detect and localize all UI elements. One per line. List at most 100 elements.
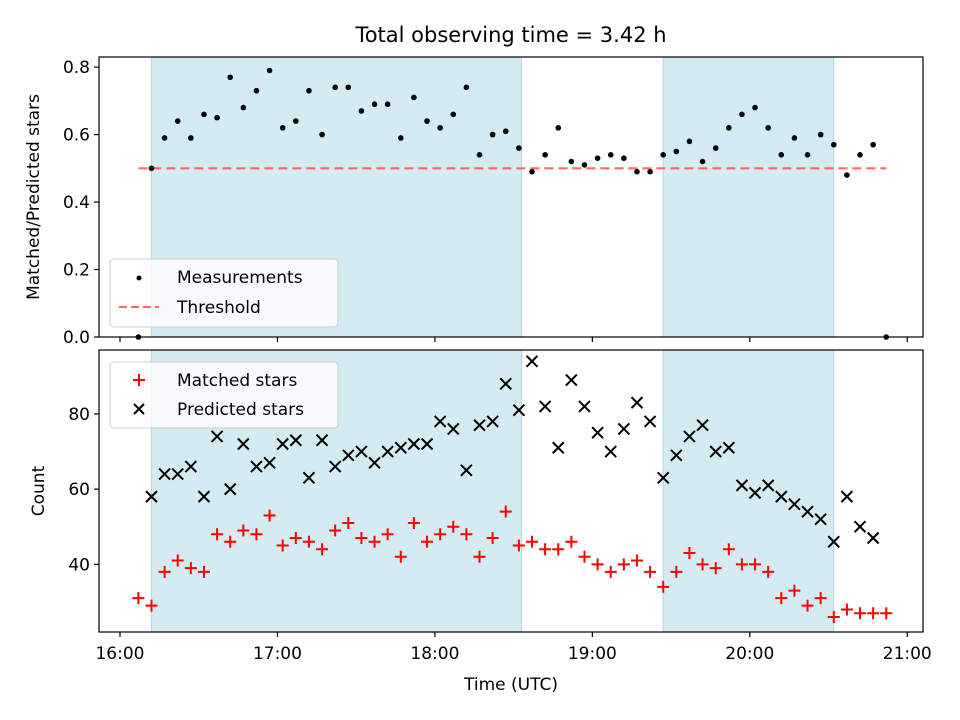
measurement-point [555,125,562,131]
matched-star-point [447,520,460,533]
matched-star-point [696,558,709,571]
matched-star-point [814,592,827,605]
measurement-point [450,111,457,118]
predicted-star-point [630,396,644,409]
matched-star-point [302,535,315,548]
matched-star-point [211,528,224,541]
predicted-star-point [709,445,722,458]
matched-star-point [854,607,867,620]
predicted-star-point [525,355,539,368]
matched-star-point [407,516,420,529]
matched-star-point [683,547,696,560]
predicted-star-point [420,437,434,451]
measurement-point [568,158,575,165]
predicted-star-point [355,445,368,458]
legend-predicted-marker [133,403,145,415]
predicted-star-point [237,437,250,451]
measurement-point [870,141,876,148]
predicted-star-point [315,434,329,447]
matched-star-point [158,565,171,578]
measurement-point [660,152,667,158]
bottom-ytick-label: 80 [68,405,90,425]
predicted-star-point [302,471,316,485]
matched-star-point [801,599,814,612]
top-legend-box [109,258,339,328]
top-x-ticks [119,337,908,342]
predicted-star-point [381,445,394,458]
matched-star-point [394,550,407,563]
measurement-point [817,131,824,138]
measurement-point [253,87,260,94]
predicted-star-point [735,479,749,492]
predicted-star-point [250,460,263,473]
xtick-label: 18:00 [410,644,459,664]
matched-star-point [460,528,473,541]
measurement-point [857,152,863,158]
measurement-point [752,104,758,111]
matched-star-point [591,558,604,571]
predicted-star-point [761,479,775,492]
predicted-star-point [866,531,880,545]
measurement-point [581,162,588,168]
legend-measurements-marker [136,275,142,281]
measurement-point [345,84,352,91]
predicted-star-point [460,464,473,477]
matched-star-point [709,562,722,575]
measurement-point [502,128,509,135]
matched-star-point [657,580,670,593]
predicted-star-point [512,403,526,417]
matched-star-point [486,532,499,544]
predicted-star-point [748,486,762,500]
predicted-star-point [604,445,617,458]
measurement-point [699,158,706,165]
measurement-point [516,145,522,151]
measurement-point [476,152,483,158]
matched-star-point [329,524,342,537]
xtick-label: 20:00 [725,644,774,664]
matched-star-point [788,584,801,597]
xtick-label: 19:00 [568,644,617,664]
count-points [132,355,893,623]
predicted-star-point [210,430,224,443]
matched-star-point [735,558,748,571]
top-y-axis-label: Matched/Predicted stars [24,94,44,300]
predicted-star-point [394,441,407,454]
bottom-ytick-label: 40 [68,555,90,575]
predicted-star-point [276,437,289,451]
measurement-point [424,118,430,124]
matched-star-point [762,565,775,578]
predicted-star-point [670,449,683,462]
measurement-point [594,155,601,162]
matched-star-point [827,610,840,623]
legend-predicted-label: Predicted stars [177,400,304,420]
predicted-star-point [775,490,788,503]
matched-star-point [368,535,381,548]
measurement-point [463,84,470,91]
measurement-point [384,101,391,108]
predicted-star-point [447,422,460,436]
x-axis-label: Time (UTC) [463,675,558,695]
bottom-x-ticks: 16:00 17:00 18:00 19:00 20:00 21:00 [95,632,932,664]
matched-star-point [197,565,210,578]
measurement-point [214,114,220,121]
predicted-star-point [696,418,709,432]
matched-star-point [775,592,788,605]
matched-star-point [749,558,762,571]
measurement-point [174,118,181,124]
predicted-star-point [617,422,631,436]
matched-star-point [421,535,434,548]
matched-star-point [145,599,158,612]
legend-matched-label: Matched stars [177,371,297,391]
measurement-point [306,87,312,94]
predicted-star-point [328,460,342,473]
matched-star-point [867,607,880,620]
measurement-point [188,135,194,141]
measurement-point [397,135,404,141]
predicted-star-point [289,434,303,447]
predicted-star-point [145,490,158,503]
measurement-point [293,118,299,124]
predicted-star-point [433,415,447,428]
matched-star-point [355,532,368,544]
bottom-legend-box [109,361,339,429]
bottom-legend: Matched stars Predicted stars [109,361,339,429]
